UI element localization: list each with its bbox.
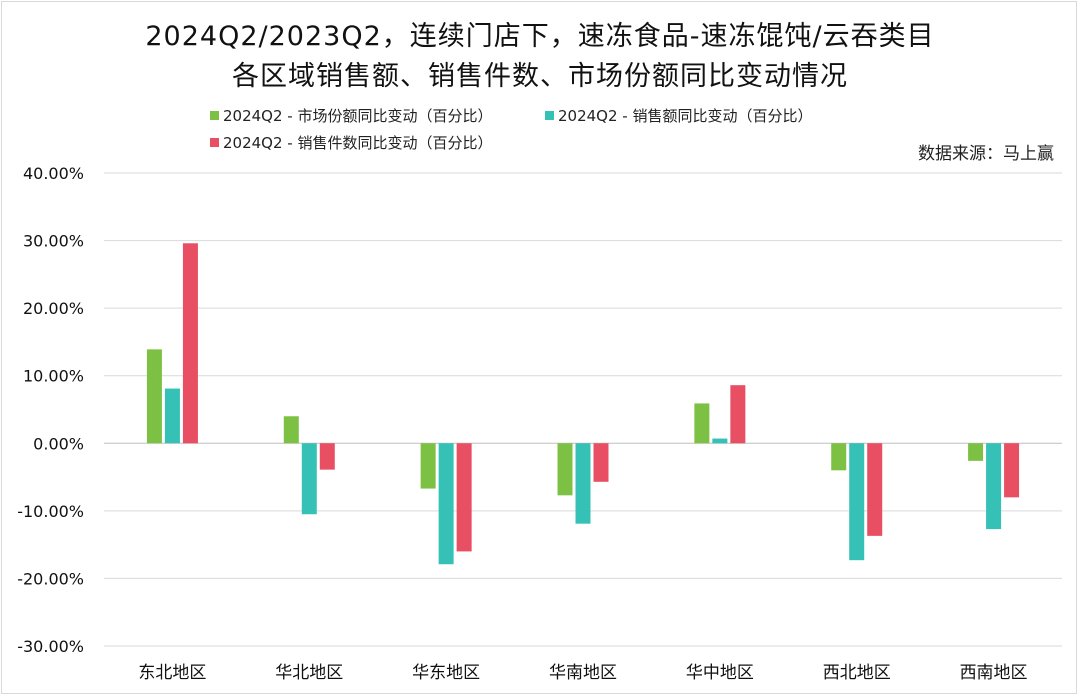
legend-label-market-share: 2024Q2 - 市场份额同比变动（百分比）: [223, 107, 493, 125]
bar-market-share: [420, 443, 436, 489]
legend-label-sales-units: 2024Q2 - 销售件数同比变动（百分比）: [223, 134, 493, 152]
bar-market-share: [968, 443, 984, 461]
chart-subtitle: 各区域销售额、销售件数、市场份额同比变动情况: [232, 61, 848, 92]
bar-sales-amount: [164, 388, 180, 444]
bar-sales-units: [730, 385, 746, 444]
bar-sales-units: [319, 443, 335, 470]
y-tick-label: 40.00%: [23, 164, 84, 183]
y-tick-label: -10.00%: [17, 502, 84, 521]
y-tick-label: 0.00%: [33, 434, 84, 453]
x-tick-label: 华北地区: [275, 663, 343, 683]
bar-sales-units: [867, 443, 883, 536]
x-tick-label: 西南地区: [960, 663, 1028, 683]
bar-sales-amount: [575, 443, 591, 524]
bar-sales-amount: [438, 443, 454, 565]
x-tick-label: 华东地区: [412, 663, 480, 683]
legend-swatch-sales-amount: [545, 111, 554, 120]
bar-market-share: [831, 443, 847, 471]
chart-title: 2024Q2/2023Q2，连续门店下，速冻食品-速冻馄饨/云吞类目: [145, 21, 935, 52]
bar-sales-units: [182, 243, 198, 444]
legend-swatch-market-share: [210, 111, 219, 120]
y-tick-label: -20.00%: [17, 569, 84, 588]
legend-item-sales-units: 2024Q2 - 销售件数同比变动（百分比）: [210, 132, 492, 153]
x-tick-label: 华中地区: [686, 663, 754, 683]
y-tick-label: -30.00%: [17, 637, 84, 656]
legend-item-market-share: 2024Q2 - 市场份额同比变动（百分比）: [210, 105, 492, 126]
bar-sales-amount: [712, 438, 728, 444]
y-tick-label: 10.00%: [23, 367, 84, 386]
bar-sales-units: [456, 443, 472, 552]
bar-sales-units: [1004, 443, 1020, 498]
x-tick-label: 西北地区: [823, 663, 891, 683]
y-tick-label: 30.00%: [23, 232, 84, 251]
bar-sales-amount: [986, 443, 1002, 530]
bar-market-share: [694, 403, 710, 444]
bar-sales-amount: [849, 443, 865, 561]
y-tick-label: 20.00%: [23, 299, 84, 318]
bar-market-share: [283, 416, 299, 444]
bar-sales-units: [593, 443, 609, 482]
legend-label-sales-amount: 2024Q2 - 销售额同比变动（百分比）: [558, 107, 813, 125]
bar-market-share: [146, 349, 162, 444]
bar-sales-amount: [301, 443, 317, 515]
x-tick-label: 华南地区: [549, 663, 617, 683]
bar-market-share: [557, 443, 573, 496]
x-tick-label: 东北地区: [138, 663, 206, 683]
legend-swatch-sales-units: [210, 138, 219, 147]
data-source-note: 数据来源：马上赢: [918, 144, 1054, 164]
legend-item-sales-amount: 2024Q2 - 销售额同比变动（百分比）: [545, 105, 812, 126]
